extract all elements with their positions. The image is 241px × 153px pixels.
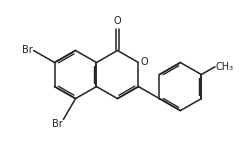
Text: Br: Br <box>52 119 62 129</box>
Text: Br: Br <box>22 45 33 56</box>
Text: O: O <box>141 56 148 67</box>
Text: O: O <box>114 16 121 26</box>
Text: CH₃: CH₃ <box>216 62 234 72</box>
